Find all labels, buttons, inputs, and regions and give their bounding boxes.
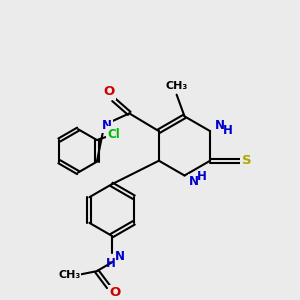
Text: Cl: Cl bbox=[107, 128, 120, 141]
Text: N: N bbox=[115, 250, 124, 263]
Text: O: O bbox=[103, 85, 114, 98]
Text: H: H bbox=[106, 257, 116, 270]
Text: CH₃: CH₃ bbox=[58, 270, 80, 280]
Text: N: N bbox=[215, 119, 225, 132]
Text: H: H bbox=[223, 124, 233, 137]
Text: S: S bbox=[242, 154, 251, 167]
Text: N: N bbox=[102, 119, 112, 132]
Text: N: N bbox=[189, 175, 200, 188]
Text: H: H bbox=[197, 170, 207, 183]
Text: O: O bbox=[109, 286, 120, 299]
Text: CH₃: CH₃ bbox=[166, 81, 188, 91]
Text: H: H bbox=[110, 126, 119, 139]
